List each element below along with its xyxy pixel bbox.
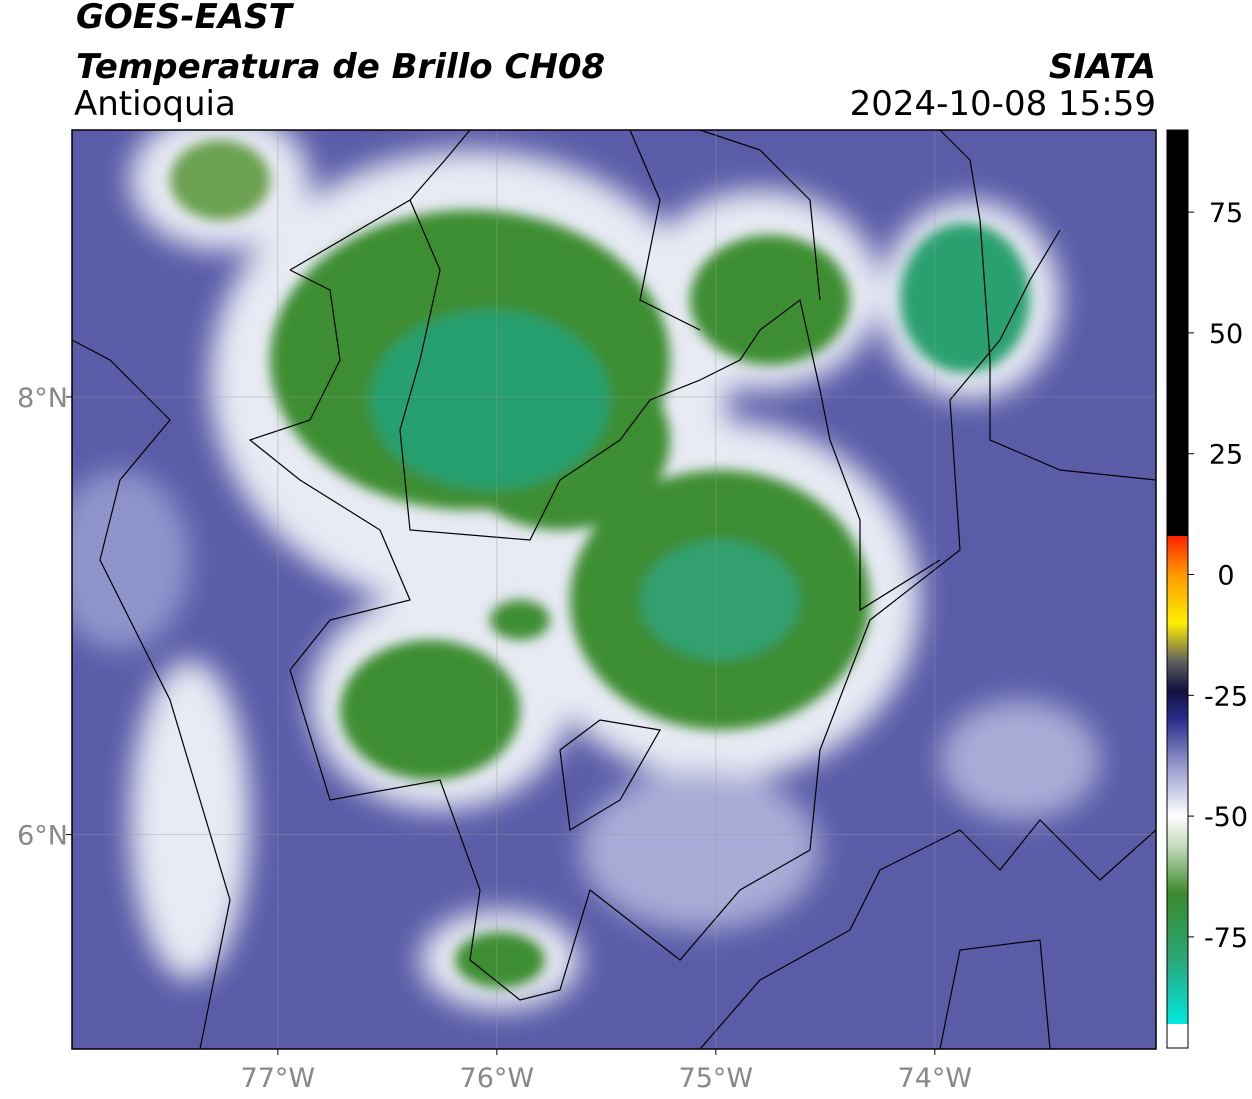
region: Antioquia — [74, 84, 236, 124]
x-tick-label: 77°W — [241, 1063, 316, 1094]
x-tick-label: 76°W — [460, 1063, 535, 1094]
subtitle: Temperatura de Brillo CH08 — [76, 47, 605, 87]
title: GOES-EAST — [76, 0, 295, 37]
y-tick-label: 8°N — [17, 383, 68, 414]
colorbar-tick-label: -25 — [1204, 681, 1248, 712]
colorbar-tick-label: 50 — [1209, 319, 1243, 350]
colorbar-tick-label: -75 — [1204, 923, 1248, 954]
y-tick-label: 6°N — [17, 821, 68, 852]
colorbar-tick-label: 75 — [1209, 198, 1243, 229]
datetime: 2024-10-08 15:59 — [850, 84, 1156, 124]
colorbar-tick-label: 0 — [1217, 561, 1234, 592]
satellite-image — [72, 130, 1156, 1049]
colorbar-tick-label: -50 — [1204, 802, 1248, 833]
x-tick-label: 75°W — [679, 1063, 754, 1094]
x-tick-label: 74°W — [898, 1063, 973, 1094]
map-frame — [71, 129, 1157, 1050]
colorbar — [1166, 129, 1189, 1049]
source: SIATA — [1049, 47, 1156, 87]
colorbar-tick-label: 25 — [1209, 440, 1243, 471]
